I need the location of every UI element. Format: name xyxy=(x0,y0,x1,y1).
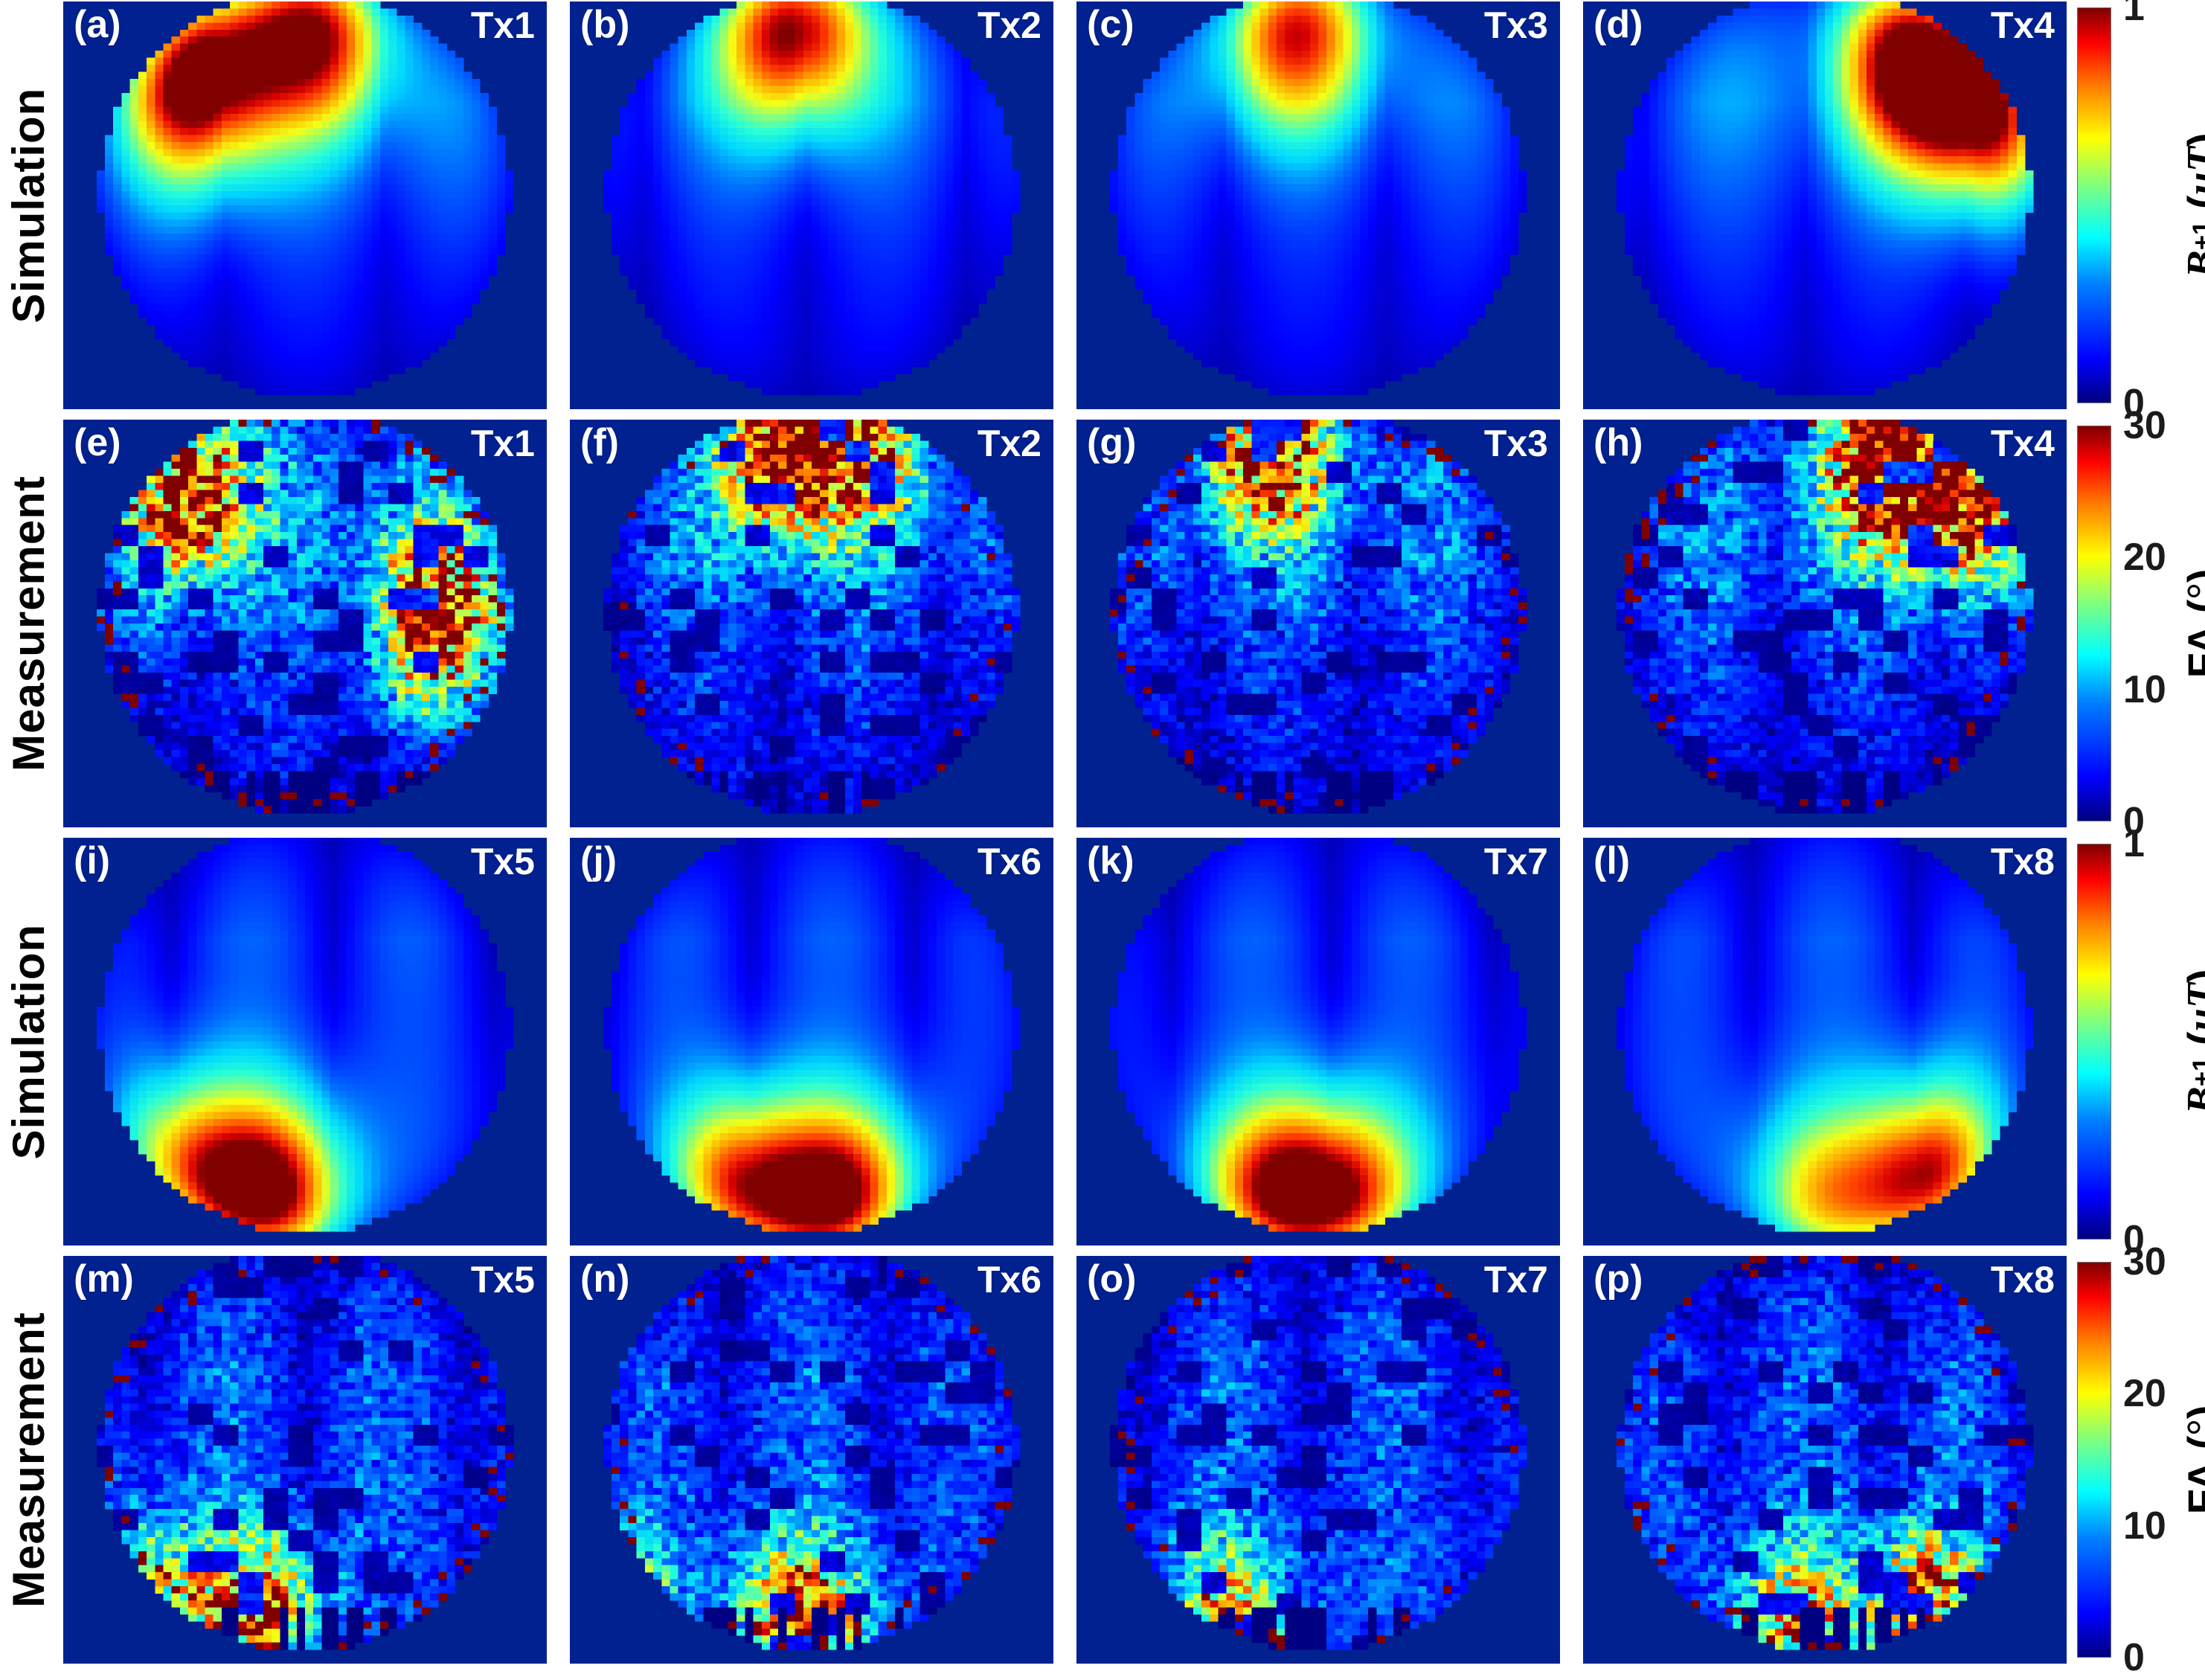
panel-n-tx6: (n) Tx6 xyxy=(570,1256,1053,1664)
row-label-simulation-1: Simulation xyxy=(4,0,54,414)
colorbar-cb-fa-bottom: 30 20 10 0 FA (°) xyxy=(2077,1240,2205,1679)
colorbar-tick-1: 1 xyxy=(2123,821,2145,866)
colorbar-tick-10: 10 xyxy=(2123,1504,2166,1548)
panel-o-tx7: (o) Tx7 xyxy=(1076,1256,1560,1664)
colorbar-tick-0: 0 xyxy=(2123,1635,2145,1680)
colorbar-gradient xyxy=(2077,1262,2111,1658)
colorbar-tick-20: 20 xyxy=(2123,1371,2166,1416)
colorbar-tick-0: 0 xyxy=(2123,381,2145,426)
row-label-simulation-3: Simulation xyxy=(4,833,54,1250)
colorbar-tick-30: 30 xyxy=(2123,1240,2166,1284)
colorbar-tick-20: 20 xyxy=(2123,535,2166,580)
colorbar-gradient xyxy=(2077,426,2111,821)
panel-a-tx1: (a) Tx1 xyxy=(63,1,547,409)
panel-j-tx6: (j) Tx6 xyxy=(570,838,1053,1245)
colorbar-title: FA (°) xyxy=(2172,467,2205,780)
colorbar-title: B+1 (μT) xyxy=(2172,49,2205,362)
colorbar-tick-1: 1 xyxy=(2123,0,2145,30)
colorbar-cb-b1-top: 1 0 B+1 (μT) xyxy=(2077,0,2205,425)
colorbar-tick-0: 0 xyxy=(2123,1217,2145,1262)
colorbar-tick-10: 10 xyxy=(2123,667,2166,712)
colorbar-cb-b1-bottom: 1 0 B+1 (μT) xyxy=(2077,822,2205,1261)
colorbar-title: B+1 (μT) xyxy=(2172,885,2205,1198)
panel-m-tx5: (m) Tx5 xyxy=(63,1256,547,1664)
row-label-measurement-2: Measurement xyxy=(4,415,54,832)
panel-h-tx4: (h) Tx4 xyxy=(1583,420,2067,827)
colorbar-tick-30: 30 xyxy=(2123,403,2166,448)
row-label-measurement-4: Measurement xyxy=(4,1251,54,1668)
panel-i-tx5: (i) Tx5 xyxy=(63,838,547,1245)
panel-k-tx7: (k) Tx7 xyxy=(1076,838,1560,1245)
panel-g-tx3: (g) Tx3 xyxy=(1076,420,1560,827)
colorbar-gradient xyxy=(2077,844,2111,1240)
panel-e-tx1: (e) Tx1 xyxy=(63,420,547,827)
panel-b-tx2: (b) Tx2 xyxy=(570,1,1053,409)
panel-f-tx2: (f) Tx2 xyxy=(570,420,1053,827)
colorbar-title: FA (°) xyxy=(2172,1304,2205,1616)
panel-p-tx8: (p) Tx8 xyxy=(1583,1256,2067,1664)
panel-c-tx3: (c) Tx3 xyxy=(1076,1,1560,409)
colorbar-tick-0: 0 xyxy=(2123,799,2145,844)
panel-d-tx4: (d) Tx4 xyxy=(1583,1,2067,409)
panel-l-tx8: (l) Tx8 xyxy=(1583,838,2067,1245)
colorbar-cb-fa-top: 30 20 10 0 FA (°) xyxy=(2077,404,2205,843)
colorbar-gradient xyxy=(2077,7,2111,403)
